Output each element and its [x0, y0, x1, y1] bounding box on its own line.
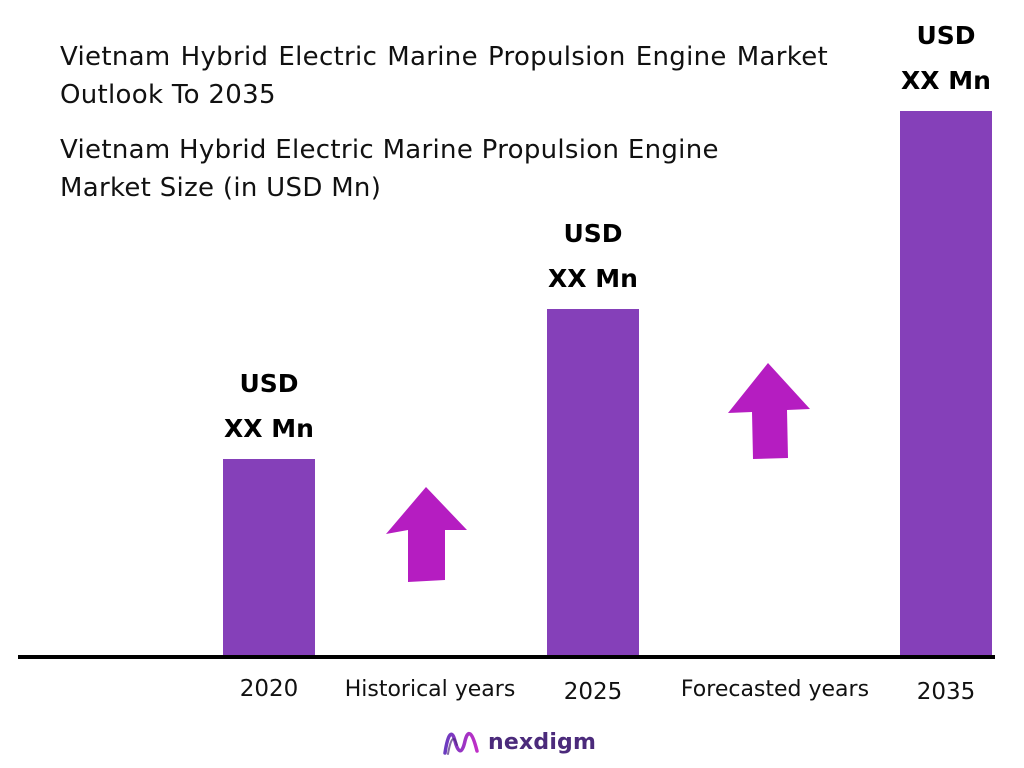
value-label-currency: USD — [239, 369, 299, 398]
value-label-amount: XX Mn — [548, 264, 638, 293]
value-label-2035: USD XX Mn — [856, 13, 1024, 103]
brand-name: nexdigm — [488, 729, 597, 755]
value-label-2020: USD XX Mn — [179, 361, 359, 451]
chart-subtitle: Vietnam Hybrid Electric Marine Propulsio… — [60, 135, 719, 203]
growth-arrow-historical — [386, 487, 467, 582]
growth-arrow-forecast — [728, 363, 810, 459]
bar-2025 — [547, 309, 639, 657]
value-label-2025: USD XX Mn — [503, 211, 683, 301]
value-label-currency: USD — [916, 21, 976, 50]
value-label-currency: USD — [563, 219, 623, 248]
chart-title: Vietnam Hybrid Electric Marine Propulsio… — [60, 42, 828, 110]
nexdigm-logo-icon — [443, 731, 479, 755]
brand-logo: nexdigm — [442, 722, 596, 762]
bars-group — [223, 111, 992, 657]
category-label-2020: 2020 — [239, 676, 299, 702]
period-label-historical: Historical years — [344, 677, 516, 702]
growth-arrows-group — [386, 363, 810, 582]
bar-2035 — [900, 111, 992, 657]
category-label-2035: 2035 — [916, 679, 976, 705]
category-label-2025: 2025 — [563, 679, 623, 705]
value-label-amount: XX Mn — [224, 414, 314, 443]
period-label-forecast: Forecasted years — [680, 677, 870, 702]
value-label-amount: XX Mn — [901, 66, 991, 95]
bar-2020 — [223, 459, 315, 657]
